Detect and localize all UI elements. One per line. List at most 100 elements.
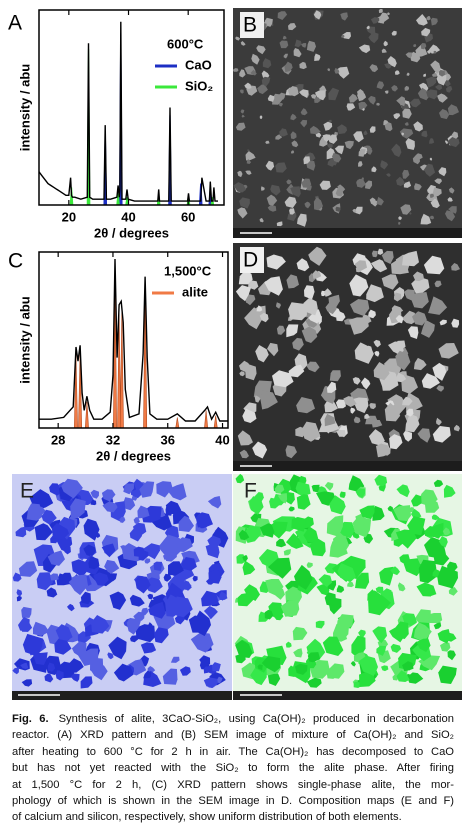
texture-blob bbox=[50, 573, 59, 581]
texture-blob bbox=[384, 122, 393, 132]
texture-blob bbox=[257, 664, 263, 671]
pattern-line bbox=[39, 258, 228, 422]
texture-blob bbox=[416, 14, 428, 26]
texture-blob bbox=[405, 52, 412, 59]
texture-blob bbox=[299, 61, 307, 70]
texture-blob bbox=[442, 527, 451, 536]
texture-blob bbox=[396, 176, 406, 186]
texture-blob bbox=[335, 206, 341, 212]
texture-blob bbox=[211, 662, 221, 672]
texture-blob bbox=[217, 676, 223, 684]
texture-blob bbox=[347, 581, 354, 588]
texture-blob bbox=[277, 11, 288, 20]
texture-blob bbox=[323, 288, 332, 297]
texture-blob bbox=[261, 76, 271, 87]
texture-blob bbox=[416, 638, 431, 652]
texture-blob bbox=[279, 40, 289, 49]
texture-blob bbox=[435, 84, 443, 91]
texture-blob bbox=[201, 590, 219, 607]
texture-blob bbox=[424, 526, 439, 538]
texture-blob bbox=[95, 532, 101, 538]
texture-blob bbox=[329, 370, 341, 382]
texture-blob bbox=[415, 609, 431, 627]
texture-blob bbox=[286, 533, 304, 549]
pattern-line bbox=[39, 21, 218, 202]
texture-blob bbox=[80, 591, 91, 605]
texture-blob bbox=[370, 17, 380, 24]
texture-blob bbox=[21, 606, 32, 618]
peak bbox=[143, 283, 148, 428]
texture-blob bbox=[381, 274, 399, 290]
texture-blob bbox=[428, 296, 448, 315]
texture-blob bbox=[312, 270, 322, 279]
x-tick-label: 60 bbox=[181, 209, 195, 224]
texture-blob bbox=[413, 121, 423, 132]
texture-blob bbox=[170, 656, 180, 663]
texture-blob bbox=[270, 184, 281, 196]
plot-area bbox=[39, 21, 218, 205]
texture-blob bbox=[327, 663, 345, 679]
texture-blob bbox=[63, 546, 71, 555]
texture-blob bbox=[358, 101, 368, 111]
texture-blob bbox=[426, 89, 438, 100]
texture-blob bbox=[276, 325, 286, 335]
texture-blob bbox=[146, 622, 154, 631]
texture-blob bbox=[266, 254, 286, 270]
texture-blob bbox=[402, 661, 414, 672]
texture-blob bbox=[203, 605, 218, 620]
texture-blob bbox=[67, 658, 84, 673]
texture-blob bbox=[237, 207, 248, 219]
texture-blob bbox=[315, 620, 325, 629]
texture-blob bbox=[123, 497, 136, 511]
texture-blob bbox=[294, 564, 313, 590]
texture-blob bbox=[355, 572, 370, 589]
texture-blob bbox=[33, 621, 50, 636]
texture-blob bbox=[199, 655, 211, 667]
texture-blob bbox=[369, 403, 376, 410]
caption-line: of calcium and silicon, respectively, sh… bbox=[12, 811, 402, 824]
texture-blob bbox=[206, 578, 214, 585]
texture-blob bbox=[61, 478, 83, 499]
texture-blob bbox=[313, 10, 322, 20]
texture-blob bbox=[393, 113, 401, 120]
texture-blob bbox=[22, 633, 44, 657]
texture-blob bbox=[391, 30, 397, 36]
texture-blob bbox=[413, 357, 427, 371]
texture-blob bbox=[264, 276, 283, 296]
texture-blob bbox=[444, 80, 451, 87]
texture-blob bbox=[403, 558, 424, 577]
texture-blob bbox=[269, 521, 288, 539]
texture-blob bbox=[323, 121, 333, 131]
texture-blob bbox=[324, 482, 334, 491]
texture-blob bbox=[156, 481, 173, 498]
texture-blob bbox=[433, 622, 442, 630]
texture-blob bbox=[314, 96, 321, 103]
texture-blob bbox=[425, 587, 433, 597]
texture-blob bbox=[245, 294, 256, 306]
texture-blob bbox=[371, 250, 378, 258]
texture-blob bbox=[384, 402, 401, 422]
texture-blob bbox=[137, 505, 150, 519]
peak bbox=[74, 354, 78, 428]
texture-blob bbox=[402, 396, 413, 406]
texture-blob bbox=[70, 673, 80, 682]
texture-blob bbox=[377, 248, 384, 255]
texture-blob bbox=[322, 134, 331, 142]
texture-blob bbox=[108, 636, 127, 660]
caption-line: at 1,500 °C for 2 h, (C) XRD pattern sho… bbox=[12, 778, 454, 791]
texture-blob bbox=[387, 394, 407, 416]
texture-blob bbox=[303, 526, 319, 543]
texture-blob bbox=[47, 662, 56, 672]
texture-blob bbox=[282, 35, 287, 40]
texture-blob bbox=[390, 643, 402, 653]
texture-blob bbox=[248, 280, 259, 290]
texture-blob bbox=[295, 481, 311, 497]
texture-blob bbox=[334, 145, 344, 155]
panel-label: D bbox=[243, 249, 258, 272]
texture-blob bbox=[277, 493, 288, 504]
texture-blob bbox=[324, 592, 336, 606]
texture-blob bbox=[384, 90, 389, 94]
x-tick-label: 20 bbox=[62, 209, 76, 224]
texture-blob bbox=[168, 561, 184, 576]
x-axis-label: 2θ / degrees bbox=[96, 448, 171, 463]
